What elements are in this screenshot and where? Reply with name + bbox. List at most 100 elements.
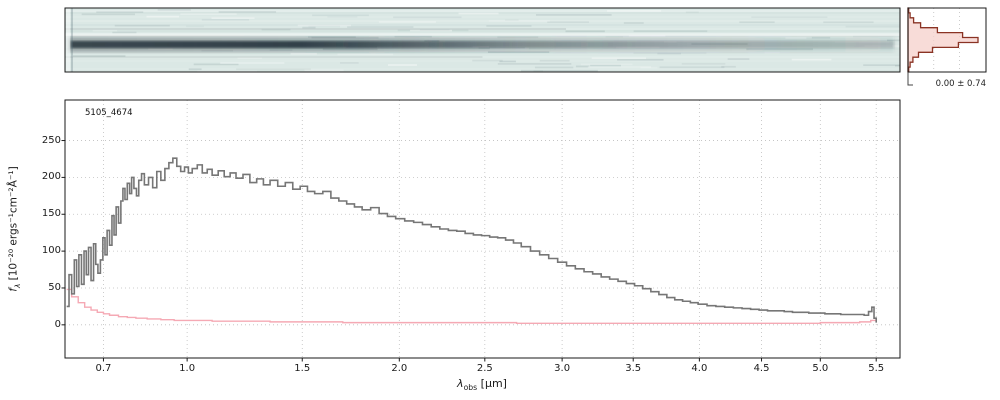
edge-artifact: [71, 8, 73, 72]
noise-streak: [591, 57, 646, 60]
noise-streak: [302, 26, 316, 29]
noise-row: [65, 68, 900, 70]
noise-row: [65, 33, 900, 36]
noise-streak: [659, 66, 725, 69]
noise-streak: [201, 18, 250, 21]
noise-streak: [458, 12, 499, 15]
x-tick-label: 4.5: [753, 363, 770, 374]
noise-streak: [146, 15, 179, 18]
noise-streak: [186, 25, 204, 28]
noise-streak: [472, 59, 503, 62]
x-axis-label-subscript: obs: [463, 383, 478, 393]
x-tick-label: 3.5: [625, 363, 642, 374]
x-tick-label: 4.0: [691, 363, 708, 374]
noise-streak: [188, 68, 202, 71]
noise-streak: [237, 57, 262, 59]
noise-streak: [397, 29, 469, 32]
spectrum-line: [66, 157, 878, 323]
noise-row: [65, 10, 900, 12]
noise-streak: [685, 11, 699, 14]
noise-streak: [580, 63, 633, 66]
x-tick-label: 2.0: [391, 363, 408, 374]
noise-streak: [607, 10, 662, 12]
noise-streak: [114, 24, 170, 27]
noise-streak: [499, 60, 516, 63]
x-tick-label: 1.5: [294, 363, 311, 374]
noise-streak: [587, 66, 652, 68]
noise-row: [65, 56, 900, 58]
noise-streak: [92, 29, 118, 32]
noise-streak: [327, 15, 358, 18]
x-tick-label: 3.0: [554, 363, 571, 374]
noise-streak: [410, 29, 453, 32]
y-tick-label: 200: [41, 171, 61, 183]
source-id-label: 5105_4674: [85, 108, 133, 118]
noise-streak: [488, 20, 550, 22]
noise-row: [65, 28, 900, 30]
noise-streak: [633, 52, 707, 55]
noise-streak: [539, 59, 570, 62]
noise-row: [65, 34, 900, 36]
histogram-stats-label: 0.00 ± 0.74: [935, 79, 986, 89]
noise-streak: [65, 28, 566, 30]
x-axis-label: λobs [μm]: [372, 377, 592, 392]
noise-streak: [575, 65, 590, 68]
x-axis-label-units: [μm]: [477, 377, 507, 390]
oned-spectrum-panel: [66, 157, 878, 325]
y-tick-label: 100: [41, 245, 61, 257]
noise-streak: [547, 21, 589, 23]
edge-artifact: [66, 8, 70, 72]
histogram-path: [907, 7, 979, 73]
noise-streak: [845, 25, 900, 28]
noise-streak: [640, 66, 658, 69]
noise-streak: [393, 16, 462, 19]
noise-streak: [764, 51, 780, 54]
noise-streak: [308, 25, 340, 28]
noise-streak: [180, 13, 237, 15]
noise-streak: [505, 19, 519, 22]
noise-streak: [211, 17, 255, 20]
noise-streak: [739, 21, 775, 24]
noise-row: [65, 70, 900, 72]
noise-streak: [681, 62, 726, 65]
noise-streak: [290, 52, 317, 55]
x-tick-label: 5.0: [812, 363, 829, 374]
noise-streak: [727, 58, 750, 60]
noise-streak: [312, 14, 369, 17]
noise-streak: [891, 45, 900, 47]
noise-streak: [487, 51, 550, 54]
noise-streak: [81, 13, 136, 16]
oned-panel-frame: [64, 99, 901, 359]
noise-streak: [520, 69, 598, 72]
noise-streak: [419, 29, 450, 31]
noise-streak: [791, 58, 832, 61]
y-axis-label-units: [10⁻²⁰ ergs⁻¹cm⁻²Å⁻¹]: [7, 166, 20, 284]
noise-streak: [617, 58, 664, 61]
noise-streak: [96, 11, 144, 13]
noise-streak: [823, 21, 874, 24]
noise-streak: [378, 21, 436, 23]
noise-streak: [590, 64, 621, 67]
noise-row: [65, 54, 900, 56]
noise-row: [65, 60, 900, 62]
noise-streak: [72, 55, 126, 57]
noise-streak: [565, 30, 605, 33]
noise-streak: [337, 53, 394, 56]
noise-streak: [347, 26, 414, 28]
uncertainty-line: [66, 288, 877, 325]
noise-row: [65, 66, 900, 68]
noise-streak: [197, 70, 257, 72]
noise-streak: [605, 35, 623, 38]
noise-streak: [261, 28, 291, 31]
noise-row: [65, 16, 900, 18]
noise-streak: [388, 64, 418, 66]
noise-streak: [297, 24, 351, 27]
noise-row: [65, 62, 900, 64]
noise-streak: [304, 69, 344, 72]
noise-streak: [894, 64, 900, 67]
noise-streak: [853, 35, 900, 38]
twod-panel-frame: [64, 7, 901, 73]
noise-streak: [157, 9, 191, 11]
noise-streak: [721, 65, 736, 68]
